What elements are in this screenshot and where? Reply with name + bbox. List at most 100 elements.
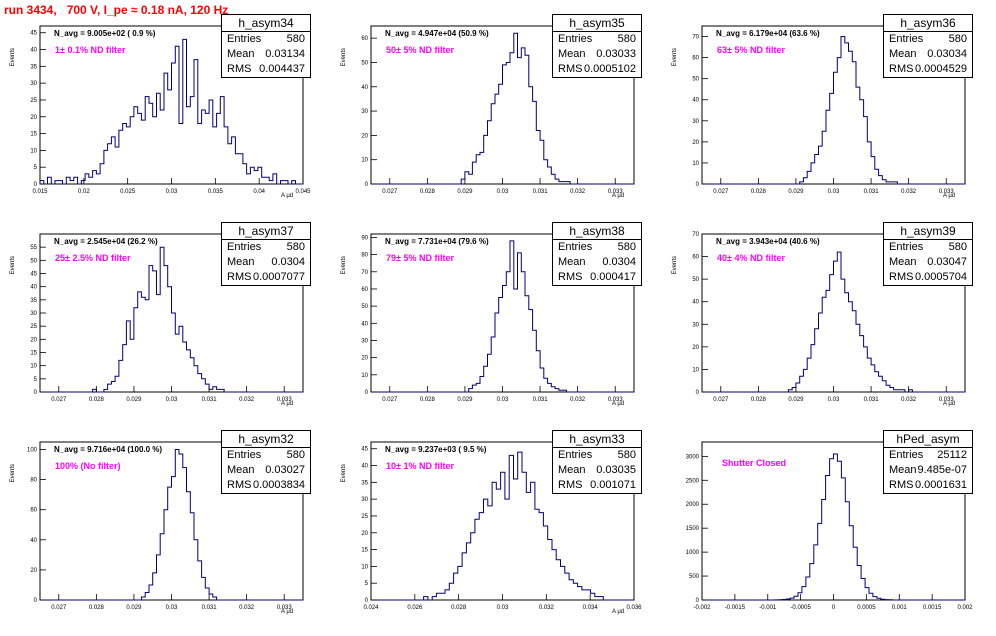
x-tick-label: 0.03	[166, 605, 178, 611]
x-tick-label: 0.03	[166, 189, 178, 195]
stat-row-mean: Mean 9.485e-07	[884, 463, 972, 478]
x-tick-label: 0.036	[626, 605, 642, 611]
y-tick-label: 40	[30, 48, 37, 54]
histogram-series-line	[40, 449, 303, 601]
x-tick-label: 0.001	[892, 605, 908, 611]
y-tick-label: 1000	[686, 550, 700, 556]
y-tick-label: 10	[692, 367, 699, 373]
x-tick-label: 0.028	[89, 397, 105, 403]
x-tick-label: 0.029	[126, 605, 142, 611]
y-tick-label: 500	[689, 574, 700, 580]
stat-label-rms: RMS	[889, 63, 914, 75]
y-tick-label: 5	[34, 165, 38, 171]
navg-label: N_avg = 4.947e+04 (50.9 %)	[385, 29, 489, 38]
histogram-series-line	[702, 453, 965, 601]
stat-label-entries: Entries	[227, 33, 262, 45]
y-tick-label: 20	[692, 345, 699, 351]
navg-label: N_avg = 9.716e+04 (100.0 %)	[54, 445, 163, 454]
stat-value-entries: 25112	[937, 449, 967, 461]
y-tick-label: 10	[361, 158, 368, 164]
y-tick-label: 55	[30, 245, 37, 251]
stat-label-entries: Entries	[889, 449, 924, 461]
x-tick-label: 0.029	[788, 189, 804, 195]
stats-box: hPed_asym Entries 25112 Mean 9.485e-07 RMS 0.0…	[883, 430, 973, 494]
y-tick-label: 5	[365, 581, 369, 587]
stat-value-entries: 580	[617, 449, 636, 461]
y-tick-label: 45	[361, 447, 368, 453]
stat-row-entries: Entries 580	[222, 448, 310, 463]
stats-box: h_asym35 Entries 580 Mean 0.03033 RMS 0.000510…	[552, 14, 642, 78]
y-tick-label: 70	[692, 232, 699, 238]
histogram-pad-h_asym35: 0 10 20 30 40 50 60 0.027 0.028 0.029 0.03 0.031 0.0…	[331, 14, 661, 220]
y-tick-label: 0	[365, 390, 369, 396]
filter-label: 50± 5% ND filter	[386, 45, 454, 55]
y-tick-label: 25	[30, 98, 37, 104]
histogram-svg: 0 10 20 30 40 50 60 70 80 90 0.027 0.028 0.029 0.03 0.…	[341, 233, 635, 407]
stat-label-entries: Entries	[558, 449, 593, 461]
stat-row-rms: RMS 0.0003834	[222, 478, 310, 493]
x-tick-label: 0.028	[420, 397, 436, 403]
x-tick-label: 0.02	[78, 189, 90, 195]
x-tick-label: 0.029	[457, 189, 473, 195]
y-axis-label: Events	[341, 464, 347, 482]
histogram-series-line	[371, 240, 634, 393]
histogram-name: h_asym38	[553, 223, 641, 240]
stat-value-mean: 0.03047	[927, 256, 967, 268]
navg-label: N_avg = 9.005e+02 ( 0.9 %)	[54, 29, 156, 38]
stat-row-entries: Entries 25112	[884, 448, 972, 463]
stat-value-mean: 0.0304	[271, 256, 305, 268]
histogram-name: h_asym39	[884, 223, 972, 240]
x-tick-label: 0.034	[583, 605, 599, 611]
x-axis-label: A μd	[612, 193, 624, 199]
y-tick-label: 30	[361, 109, 368, 115]
stat-value-mean: 0.03033	[596, 48, 636, 60]
y-tick-label: 20	[361, 356, 368, 362]
stat-value-rms: 0.0005704	[915, 271, 967, 283]
stat-row-entries: Entries 580	[553, 448, 641, 463]
stat-row-entries: Entries 580	[553, 32, 641, 47]
y-tick-label: 40	[361, 85, 368, 91]
x-tick-label: 0.031	[864, 189, 880, 195]
y-tick-label: 40	[361, 321, 368, 327]
stat-label-rms: RMS	[227, 479, 252, 491]
y-tick-label: 30	[692, 119, 699, 125]
stat-label-rms: RMS	[889, 271, 914, 283]
stat-label-mean: Mean	[889, 464, 917, 476]
y-tick-label: 70	[692, 35, 699, 41]
y-tick-label: 0	[34, 182, 38, 188]
x-tick-label: 0.027	[51, 605, 67, 611]
stat-value-mean: 0.03134	[265, 48, 305, 60]
y-tick-label: 40	[30, 285, 37, 291]
x-tick-label: 0.027	[382, 397, 398, 403]
x-tick-label: 0.015	[32, 189, 48, 195]
y-tick-label: 60	[692, 56, 699, 62]
y-tick-label: 100	[27, 448, 38, 454]
y-tick-label: 0	[365, 182, 369, 188]
stat-value-entries: 580	[617, 33, 636, 45]
stat-value-entries: 580	[286, 241, 305, 253]
y-tick-label: 80	[361, 253, 368, 259]
stat-label-rms: RMS	[227, 63, 252, 75]
y-tick-label: 30	[361, 497, 368, 503]
x-tick-label: 0.026	[407, 605, 423, 611]
x-tick-label: 0.0015	[923, 605, 942, 611]
stat-row-rms: RMS 0.0007077	[222, 270, 310, 285]
stat-row-mean: Mean 0.0304	[222, 255, 310, 270]
stat-label-entries: Entries	[889, 33, 924, 45]
stat-row-rms: RMS 0.0001631	[884, 478, 972, 493]
y-tick-label: 1500	[686, 526, 700, 532]
filter-label: 40± 4% ND filter	[717, 253, 785, 263]
y-tick-label: 20	[692, 140, 699, 146]
x-axis-label: A μd	[612, 401, 624, 407]
stat-row-rms: RMS 0.0004529	[884, 62, 972, 77]
stats-box: h_asym39 Entries 580 Mean 0.03047 RMS 0.000570…	[883, 222, 973, 286]
histogram-pad-hPed_asym: 0 500 1000 1500 2000 2500 3000 -0.002 -0.0015 -0.…	[662, 430, 992, 636]
x-tick-label: 0.031	[864, 397, 880, 403]
stat-value-rms: 0.0004529	[915, 63, 967, 75]
histogram-name: hPed_asym	[884, 431, 972, 448]
stat-value-rms: 0.0007077	[253, 271, 305, 283]
histogram-series-line	[702, 251, 965, 393]
y-tick-label: 50	[361, 60, 368, 66]
x-tick-label: 0.033	[939, 397, 955, 403]
y-tick-label: 40	[30, 538, 37, 544]
